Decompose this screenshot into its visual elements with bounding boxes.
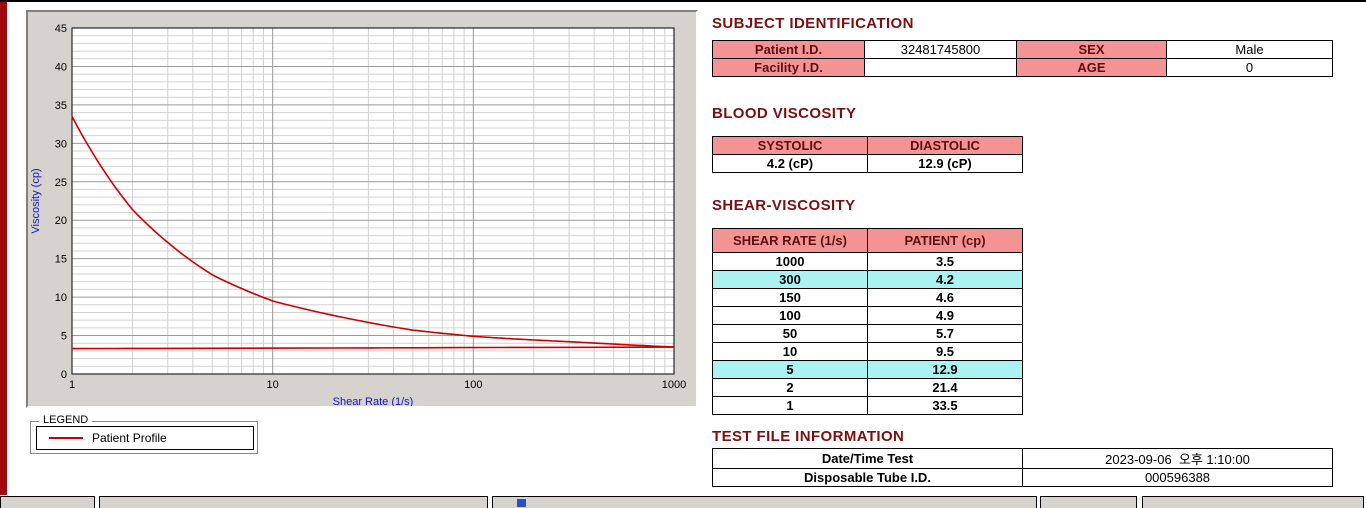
facility-id-label: Facility I.D. <box>712 58 865 77</box>
systolic-header: SYSTOLIC <box>712 136 868 155</box>
svg-text:0: 0 <box>61 369 67 381</box>
taskbar-fragment[interactable] <box>1040 496 1137 508</box>
table-row: Facility I.D. AGE 0 <box>712 58 1333 77</box>
table-row: 100 4.9 <box>712 306 1023 325</box>
subject-identification-heading: SUBJECT IDENTIFICATION <box>712 15 914 32</box>
sex-label: SEX <box>1016 40 1167 59</box>
legend-group: LEGEND Patient Profile <box>30 414 258 454</box>
blood-viscosity-table: SYSTOLIC DIASTOLIC 4.2 (cP) 12.9 (cP) <box>712 136 1023 173</box>
diastolic-value: 12.9 (cP) <box>867 154 1023 173</box>
viscosity-cell: 9.5 <box>867 342 1023 361</box>
svg-text:35: 35 <box>55 100 67 112</box>
blood-viscosity-heading: BLOOD VISCOSITY <box>712 105 857 122</box>
table-row: 4.2 (cP) 12.9 (cP) <box>712 154 1023 173</box>
disposable-tube-id-value: 000596388 <box>1022 468 1333 487</box>
viscosity-cell: 5.7 <box>867 324 1023 343</box>
date-time-test-label: Date/Time Test <box>712 448 1023 469</box>
table-row: 50 5.7 <box>712 324 1023 343</box>
viscosity-cell: 3.5 <box>867 252 1023 271</box>
subject-identification-table: Patient I.D. 32481745800 SEX Male Facili… <box>712 40 1333 77</box>
svg-text:30: 30 <box>55 138 67 150</box>
table-row: Patient I.D. 32481745800 SEX Male <box>712 40 1333 59</box>
viscosity-cell: 21.4 <box>867 378 1023 397</box>
table-row: 1 33.5 <box>712 396 1023 415</box>
shear-rate-cell: 1 <box>712 396 868 415</box>
viscosity-chart: 0 5 10 15 20 25 30 35 40 45 1 10 100 1000 Viscosity (c… <box>26 10 698 408</box>
svg-text:25: 25 <box>55 177 67 189</box>
svg-text:100: 100 <box>464 379 482 391</box>
table-row: 150 4.6 <box>712 288 1023 307</box>
patient-id-label: Patient I.D. <box>712 40 865 59</box>
systolic-value: 4.2 (cP) <box>712 154 868 173</box>
disposable-tube-id-label: Disposable Tube I.D. <box>712 468 1023 487</box>
viscosity-cell: 4.9 <box>867 306 1023 325</box>
table-row: 1000 3.5 <box>712 252 1023 271</box>
viscosity-cell: 4.2 <box>867 270 1023 289</box>
taskbar-app-icon <box>517 499 526 507</box>
date-time-test-value: 2023-09-06 오후 1:10:00 <box>1022 448 1333 469</box>
facility-id-value <box>864 58 1017 77</box>
report-panel: SUBJECT IDENTIFICATION Patient I.D. 3248… <box>712 0 1336 508</box>
svg-text:10: 10 <box>267 379 279 391</box>
shear-rate-cell: 150 <box>712 288 868 307</box>
svg-text:5: 5 <box>61 331 67 343</box>
diastolic-header: DIASTOLIC <box>867 136 1023 155</box>
table-row: Disposable Tube I.D. 000596388 <box>712 468 1333 487</box>
shear-viscosity-heading: SHEAR-VISCOSITY <box>712 197 856 214</box>
table-row: Date/Time Test 2023-09-06 오후 1:10:00 <box>712 448 1333 469</box>
sex-value: Male <box>1166 40 1333 59</box>
shear-rate-cell: 300 <box>712 270 868 289</box>
table-row: 300 4.2 <box>712 270 1023 289</box>
table-row: SYSTOLIC DIASTOLIC <box>712 136 1023 155</box>
test-file-information-heading: TEST FILE INFORMATION <box>712 428 905 445</box>
shear-rate-header: SHEAR RATE (1/s) <box>712 228 868 253</box>
svg-text:10: 10 <box>55 292 67 304</box>
shear-rate-cell: 50 <box>712 324 868 343</box>
age-label: AGE <box>1016 58 1167 77</box>
window-left-accent-bar <box>0 2 7 495</box>
svg-text:20: 20 <box>55 215 67 227</box>
taskbar-fragment[interactable] <box>492 496 1037 508</box>
table-header-row: SHEAR RATE (1/s) PATIENT (cp) <box>712 228 1023 253</box>
patient-cp-header: PATIENT (cp) <box>867 228 1023 253</box>
svg-text:1: 1 <box>69 379 75 391</box>
legend-box: Patient Profile <box>36 426 254 450</box>
taskbar-fragment[interactable] <box>1142 496 1364 508</box>
window-top-border <box>0 0 1366 2</box>
svg-text:Viscosity (cp): Viscosity (cp) <box>30 168 42 233</box>
table-row: 10 9.5 <box>712 342 1023 361</box>
legend-caption: LEGEND <box>39 414 93 426</box>
svg-text:45: 45 <box>55 23 67 35</box>
shear-rate-cell: 100 <box>712 306 868 325</box>
test-file-information-table: Date/Time Test 2023-09-06 오후 1:10:00 Dis… <box>712 448 1333 487</box>
shear-rate-cell: 1000 <box>712 252 868 271</box>
svg-text:15: 15 <box>55 254 67 266</box>
svg-text:1000: 1000 <box>662 379 686 391</box>
taskbar-fragment[interactable] <box>99 496 488 508</box>
svg-text:Shear Rate (1/s): Shear Rate (1/s) <box>333 396 414 406</box>
shear-viscosity-table: SHEAR RATE (1/s) PATIENT (cp) 1000 3.5 3… <box>712 228 1023 415</box>
viscosity-chart-plot: 0 5 10 15 20 25 30 35 40 45 1 10 100 1000 Viscosity (c… <box>30 23 686 406</box>
legend-line-sample <box>49 437 83 439</box>
viscosity-cell: 4.6 <box>867 288 1023 307</box>
svg-text:40: 40 <box>55 61 67 73</box>
table-row: 5 12.9 <box>712 360 1023 379</box>
viscosity-cell: 33.5 <box>867 396 1023 415</box>
table-row: 2 21.4 <box>712 378 1023 397</box>
taskbar-fragment[interactable] <box>0 496 95 508</box>
viscosity-cell: 12.9 <box>867 360 1023 379</box>
shear-rate-cell: 5 <box>712 360 868 379</box>
patient-id-value: 32481745800 <box>864 40 1017 59</box>
age-value: 0 <box>1166 58 1333 77</box>
legend-entry-label: Patient Profile <box>92 431 167 445</box>
shear-rate-cell: 10 <box>712 342 868 361</box>
shear-rate-cell: 2 <box>712 378 868 397</box>
